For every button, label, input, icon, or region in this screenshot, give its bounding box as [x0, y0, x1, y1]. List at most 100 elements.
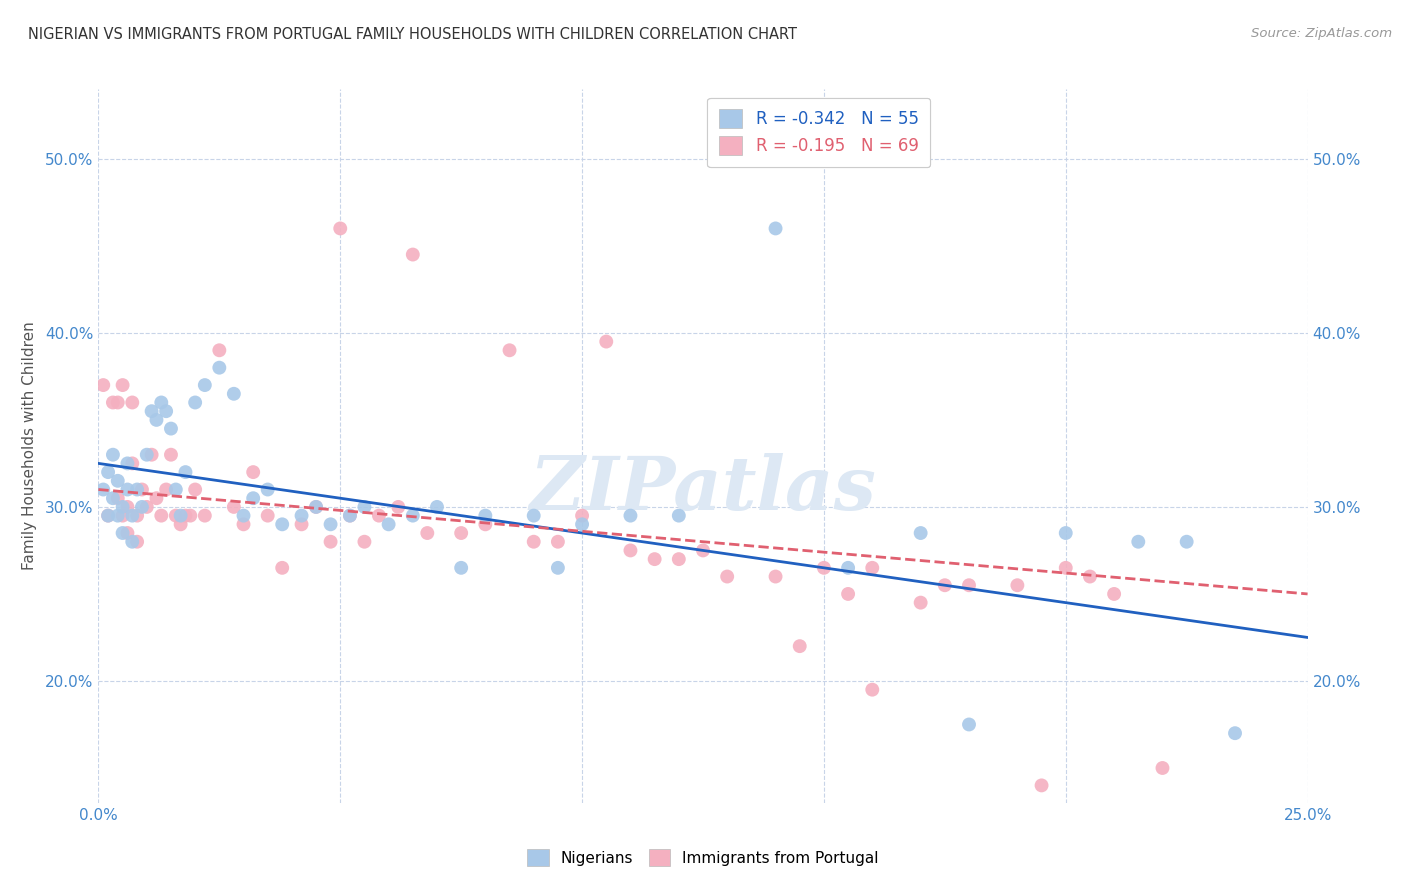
Text: NIGERIAN VS IMMIGRANTS FROM PORTUGAL FAMILY HOUSEHOLDS WITH CHILDREN CORRELATION: NIGERIAN VS IMMIGRANTS FROM PORTUGAL FAM… [28, 27, 797, 42]
Point [765, 221, 787, 235]
Point [101, 395, 124, 409]
Point [97, 508, 120, 523]
Point [377, 517, 399, 532]
Point [131, 483, 153, 497]
Point [242, 465, 264, 479]
Point [194, 378, 217, 392]
Point [837, 587, 859, 601]
Point [402, 247, 425, 261]
Point [184, 483, 207, 497]
Point [813, 561, 835, 575]
Point [619, 543, 641, 558]
Point [208, 343, 231, 358]
Point [353, 534, 375, 549]
Point [111, 508, 134, 523]
Point [141, 448, 163, 462]
Point [121, 534, 143, 549]
Point [860, 682, 883, 697]
Point [101, 448, 124, 462]
Point [121, 457, 143, 471]
Point [121, 395, 143, 409]
Point [416, 526, 439, 541]
Point [117, 457, 139, 471]
Point [135, 500, 157, 514]
Point [1078, 569, 1101, 583]
Point [1054, 526, 1077, 541]
Point [319, 517, 342, 532]
Point [402, 508, 425, 523]
Point [305, 500, 328, 514]
Point [547, 561, 569, 575]
Point [1031, 778, 1053, 792]
Point [305, 500, 328, 514]
Point [127, 483, 149, 497]
Point [765, 569, 787, 583]
Point [135, 448, 157, 462]
Point [1128, 534, 1150, 549]
Point [155, 483, 177, 497]
Point [339, 508, 361, 523]
Point [860, 561, 883, 575]
Legend: R = -0.342   N = 55, R = -0.195   N = 69: R = -0.342 N = 55, R = -0.195 N = 69 [707, 97, 931, 167]
Point [97, 465, 120, 479]
Point [290, 517, 312, 532]
Point [716, 569, 738, 583]
Point [319, 534, 342, 549]
Point [145, 413, 167, 427]
Point [271, 517, 294, 532]
Point [107, 395, 129, 409]
Point [523, 534, 546, 549]
Point [242, 491, 264, 506]
Point [957, 717, 980, 731]
Point [339, 508, 361, 523]
Point [165, 508, 187, 523]
Point [107, 508, 129, 523]
Point [1175, 534, 1198, 549]
Point [692, 543, 714, 558]
Point [547, 534, 569, 549]
Point [644, 552, 666, 566]
Point [474, 508, 496, 523]
Point [131, 500, 153, 514]
Point [353, 500, 375, 514]
Point [111, 500, 134, 514]
Point [571, 508, 593, 523]
Point [107, 474, 129, 488]
Text: ZIPatlas: ZIPatlas [530, 452, 876, 525]
Point [127, 534, 149, 549]
Point [208, 360, 231, 375]
Point [957, 578, 980, 592]
Point [222, 386, 245, 401]
Point [91, 378, 114, 392]
Point [571, 517, 593, 532]
Point [160, 448, 183, 462]
Point [271, 561, 294, 575]
Point [256, 483, 278, 497]
Text: Source: ZipAtlas.com: Source: ZipAtlas.com [1251, 27, 1392, 40]
Point [1223, 726, 1246, 740]
Point [329, 221, 352, 235]
Point [474, 517, 496, 532]
Point [232, 517, 254, 532]
Point [117, 483, 139, 497]
Point [111, 526, 134, 541]
Point [150, 395, 173, 409]
Point [1152, 761, 1174, 775]
Point [450, 561, 472, 575]
Point [595, 334, 617, 349]
Point [165, 483, 187, 497]
Y-axis label: Family Households with Children: Family Households with Children [21, 322, 37, 570]
Point [426, 500, 449, 514]
Point [121, 508, 143, 523]
Legend: Nigerians, Immigrants from Portugal: Nigerians, Immigrants from Portugal [517, 839, 889, 875]
Point [107, 491, 129, 506]
Point [232, 508, 254, 523]
Point [256, 508, 278, 523]
Point [1007, 578, 1029, 592]
Point [910, 596, 932, 610]
Point [127, 508, 149, 523]
Point [368, 508, 391, 523]
Point [91, 483, 114, 497]
Point [789, 639, 811, 653]
Point [174, 465, 197, 479]
